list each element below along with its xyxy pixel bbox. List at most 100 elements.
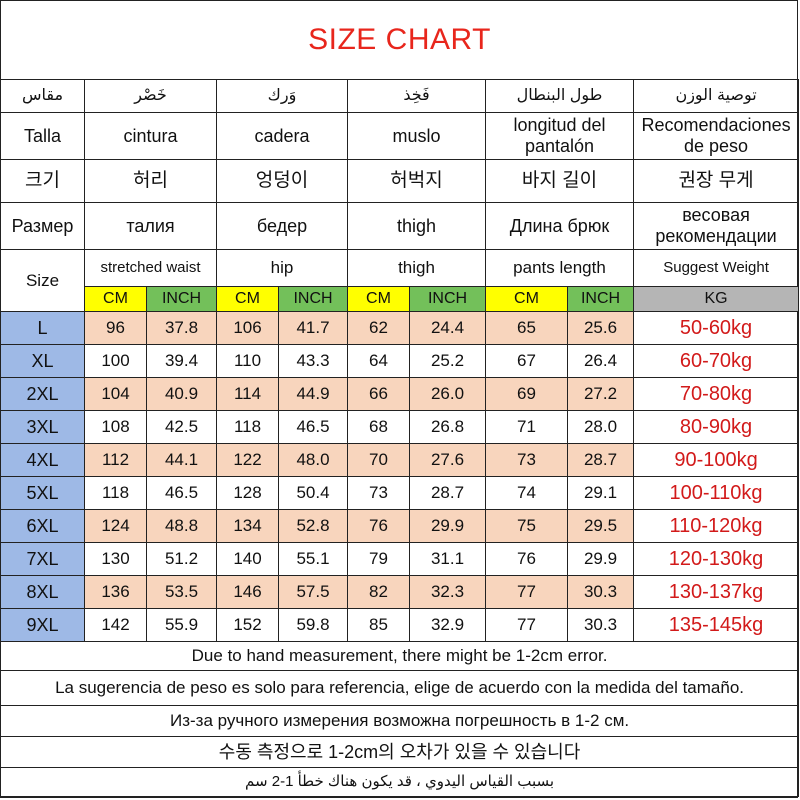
note-russian: Из-за ручного измерения возможна погрешн… [0, 705, 800, 737]
length-cm: 77 [485, 608, 568, 642]
header-waist-ar: خَصْر [84, 79, 217, 113]
header-hip-en: hip [216, 249, 348, 287]
length-cm: 77 [485, 575, 568, 609]
size-label: 7XL [0, 542, 85, 576]
suggested-weight: 130-137kg [632, 575, 800, 609]
thigh-cm: 76 [347, 509, 410, 543]
length-inch: 30.3 [567, 608, 634, 642]
header-thigh-ru: thigh [347, 202, 486, 250]
waist-cm: 124 [84, 509, 147, 543]
note-row-russian: Из-за ручного измерения возможна погрешн… [0, 705, 800, 737]
units-row: CM INCH CM INCH CM INCH CM INCH KG [1, 286, 800, 312]
waist-cm: 104 [84, 377, 147, 411]
size-label: XL [0, 344, 85, 378]
size-label: 6XL [0, 509, 85, 543]
note-row-korean: 수동 측정으로 1-2cm의 오차가 있을 수 있습니다 [0, 736, 800, 768]
note-english: Due to hand measurement, there might be … [0, 641, 800, 671]
length-cm: 76 [485, 542, 568, 576]
suggested-weight: 120-130kg [632, 542, 800, 576]
length-cm: 65 [485, 311, 568, 345]
suggested-weight: 60-70kg [632, 344, 800, 378]
unit-inch-hip: INCH [278, 286, 348, 312]
hip-inch: 50.4 [278, 476, 348, 510]
waist-cm: 130 [84, 542, 147, 576]
waist-inch: 37.8 [146, 311, 217, 345]
unit-kg-weight: KG [632, 286, 800, 312]
header-row-english: Size stretched waist hip thigh pants len… [0, 249, 800, 312]
hip-cm: 106 [216, 311, 279, 345]
waist-inch: 53.5 [146, 575, 217, 609]
hip-cm: 118 [216, 410, 279, 444]
hip-cm: 152 [216, 608, 279, 642]
thigh-inch: 26.8 [409, 410, 486, 444]
waist-inch: 39.4 [146, 344, 217, 378]
length-inch: 25.6 [567, 311, 634, 345]
length-cm: 74 [485, 476, 568, 510]
header-row-korean: 크기 허리 엉덩이 허벅지 바지 길이 권장 무게 [0, 159, 800, 203]
waist-inch: 40.9 [146, 377, 217, 411]
chart-title: SIZE CHART [0, 1, 799, 80]
header-length-ru: Длина брюк [485, 202, 634, 250]
header-hip-es: cadera [216, 112, 348, 160]
hip-inch: 43.3 [278, 344, 348, 378]
table-row: 8XL 136 53.5 146 57.5 82 32.3 77 30.3 130-137kg [0, 575, 800, 609]
table-row: 7XL 130 51.2 140 55.1 79 31.1 76 29.9 120-130kg [0, 542, 800, 576]
header-size-en: Size [0, 249, 85, 312]
header-weight-ru: весовая рекомендации [632, 202, 800, 250]
waist-inch: 48.8 [146, 509, 217, 543]
waist-inch: 55.9 [146, 608, 217, 642]
thigh-cm: 73 [347, 476, 410, 510]
size-label: L [0, 311, 85, 345]
thigh-inch: 27.6 [409, 443, 486, 477]
size-label: 5XL [0, 476, 85, 510]
thigh-cm: 70 [347, 443, 410, 477]
table-row: L 96 37.8 106 41.7 62 24.4 65 25.6 50-60kg [0, 311, 800, 345]
header-length-ar: طول البنطال [485, 79, 634, 113]
header-weight-es: Recomendaciones de peso [632, 112, 800, 160]
waist-inch: 51.2 [146, 542, 217, 576]
length-cm: 73 [485, 443, 568, 477]
hip-inch: 46.5 [278, 410, 348, 444]
title-row: SIZE CHART [0, 1, 799, 80]
hip-inch: 48.0 [278, 443, 348, 477]
thigh-inch: 29.9 [409, 509, 486, 543]
thigh-cm: 64 [347, 344, 410, 378]
header-length-es: longitud del pantalón [485, 112, 634, 160]
header-row-spanish: Talla cintura cadera muslo longitud del … [0, 112, 800, 160]
table-row: 2XL 104 40.9 114 44.9 66 26.0 69 27.2 70-80kg [0, 377, 800, 411]
length-inch: 29.1 [567, 476, 634, 510]
note-arabic: بسبب القياس اليدوي ، قد يكون هناك خطأ 1-… [0, 767, 800, 797]
size-label: 4XL [0, 443, 85, 477]
suggested-weight: 80-90kg [632, 410, 800, 444]
hip-cm: 128 [216, 476, 279, 510]
hip-inch: 59.8 [278, 608, 348, 642]
thigh-inch: 28.7 [409, 476, 486, 510]
table-row: 4XL 112 44.1 122 48.0 70 27.6 73 28.7 90-100kg [0, 443, 800, 477]
length-inch: 28.0 [567, 410, 634, 444]
header-length-en: pants length [485, 249, 634, 287]
header-size-es: Talla [0, 112, 85, 160]
waist-cm: 96 [84, 311, 147, 345]
waist-cm: 108 [84, 410, 147, 444]
header-size-ar: مقاس [0, 79, 85, 113]
table-row: 9XL 142 55.9 152 59.8 85 32.9 77 30.3 135-145kg [0, 608, 800, 642]
length-cm: 67 [485, 344, 568, 378]
length-cm: 75 [485, 509, 568, 543]
header-waist-ko: 허리 [84, 159, 217, 203]
table-row: XL 100 39.4 110 43.3 64 25.2 67 26.4 60-70kg [0, 344, 800, 378]
size-label: 3XL [0, 410, 85, 444]
suggested-weight: 100-110kg [632, 476, 800, 510]
header-waist-en: stretched waist [84, 249, 217, 287]
size-rows: L 96 37.8 106 41.7 62 24.4 65 25.6 50-60kg XL 100 39… [0, 311, 800, 642]
header-hip-ar: وَرك [216, 79, 348, 113]
thigh-cm: 62 [347, 311, 410, 345]
header-waist-ru: талия [84, 202, 217, 250]
header-weight-ko: 권장 무게 [632, 159, 800, 203]
hip-inch: 44.9 [278, 377, 348, 411]
hip-inch: 57.5 [278, 575, 348, 609]
thigh-cm: 68 [347, 410, 410, 444]
header-row-arabic: مقاس خَصْر وَرك فَخِذ طول البنطال توصية … [0, 79, 800, 113]
thigh-cm: 85 [347, 608, 410, 642]
suggested-weight: 135-145kg [632, 608, 800, 642]
